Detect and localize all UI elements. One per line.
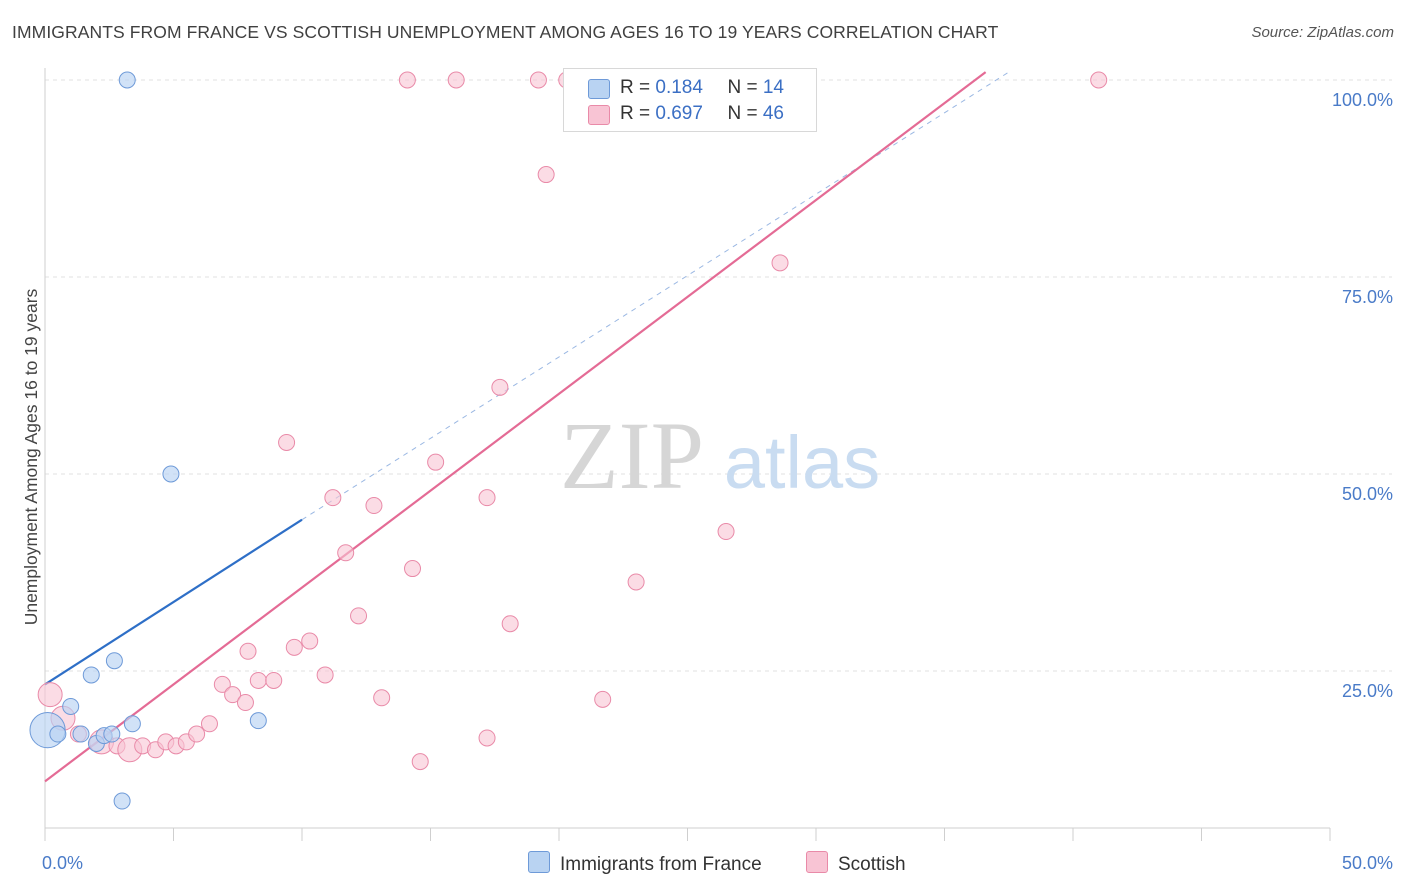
y-axis-label: Unemployment Among Ages 16 to 19 years [21,288,41,625]
scottish-point [188,725,206,743]
france-point [72,725,90,743]
y-tick-label: 75.0% [1342,287,1393,307]
scottish-point [200,715,218,733]
scottish-point [249,671,267,689]
scottish-point [1090,71,1108,89]
france-n-label: N = [727,77,763,98]
watermark-zip: ZIP [560,402,704,509]
scottish-point [537,166,555,184]
scottish-point [350,607,368,625]
france-point [82,666,100,684]
scottish-point [447,71,465,89]
scottish-point [529,71,547,89]
scottish-point [239,642,257,660]
scottish-point [236,694,254,712]
scottish-trend-line [44,71,987,783]
scottish-point [324,489,342,507]
bottom-legend-france: Immigrants from France [528,851,762,876]
scottish-point [717,523,735,541]
x-tick-label: 50.0% [1342,853,1393,873]
correlation-legend: R = 0.184 N = 14 R = 0.697 N = 46 [563,68,817,132]
scottish-r-value: 0.697 [655,103,703,124]
scottish-point [337,544,355,562]
scottish-point [501,615,519,633]
france-point [113,792,131,810]
france-swatch [588,79,610,99]
scottish-point [404,560,422,578]
france-point [103,725,121,743]
bottom-scottish-label: Scottish [838,854,906,875]
scottish-point [301,632,319,650]
watermark: ZIP atlas [560,402,880,509]
bottom-scottish-swatch [806,851,828,873]
bottom-france-label: Immigrants from France [560,854,762,875]
scottish-r-label: R = [620,103,656,124]
france-point [123,715,141,733]
y-tick-label: 100.0% [1332,90,1393,110]
y-tick-label: 25.0% [1342,681,1393,701]
scottish-point [627,573,645,591]
grid-lines [45,79,1392,672]
data-points [29,71,1108,810]
x-tick-label: 0.0% [42,853,83,873]
scottish-n-label: N = [727,103,763,124]
scottish-point [37,682,63,708]
scottish-point [316,666,334,684]
scottish-point [278,433,296,451]
bottom-france-swatch [528,851,550,873]
chart-title: IMMIGRANTS FROM FRANCE VS SCOTTISH UNEMP… [12,22,999,42]
scottish-point [478,729,496,747]
scottish-point [594,690,612,708]
y-tick-label: 50.0% [1342,484,1393,504]
france-point [249,712,267,730]
france-point [62,697,80,715]
scottish-point [398,71,416,89]
scottish-point [265,671,283,689]
france-n-value: 14 [762,77,784,98]
scottish-point [285,638,303,656]
bottom-legend-scottish: Scottish [806,851,906,876]
scottish-point [491,378,509,396]
watermark-atlas: atlas [724,421,880,504]
france-point [162,465,180,483]
france-point [118,71,136,89]
scottish-point [365,497,383,515]
scottish-point [213,675,231,693]
france-r-label: R = [620,77,656,98]
france-point [105,652,123,670]
scottish-n-value: 46 [762,103,784,124]
scottish-point [224,686,242,704]
scottish-point [478,489,496,507]
france-r-value: 0.184 [655,77,703,98]
france-trend-line [44,518,303,686]
scottish-point [411,753,429,771]
source-label: Source: ZipAtlas.com [1251,24,1394,41]
scottish-swatch [588,105,610,125]
scottish-point [373,689,391,707]
trend-lines [44,71,1010,783]
scottish-point [771,254,789,272]
france-point [49,725,67,743]
scottish-point [427,453,445,471]
tick-labels: 25.0% 50.0% 75.0% 100.0% 0.0% 50.0% [42,90,1393,873]
